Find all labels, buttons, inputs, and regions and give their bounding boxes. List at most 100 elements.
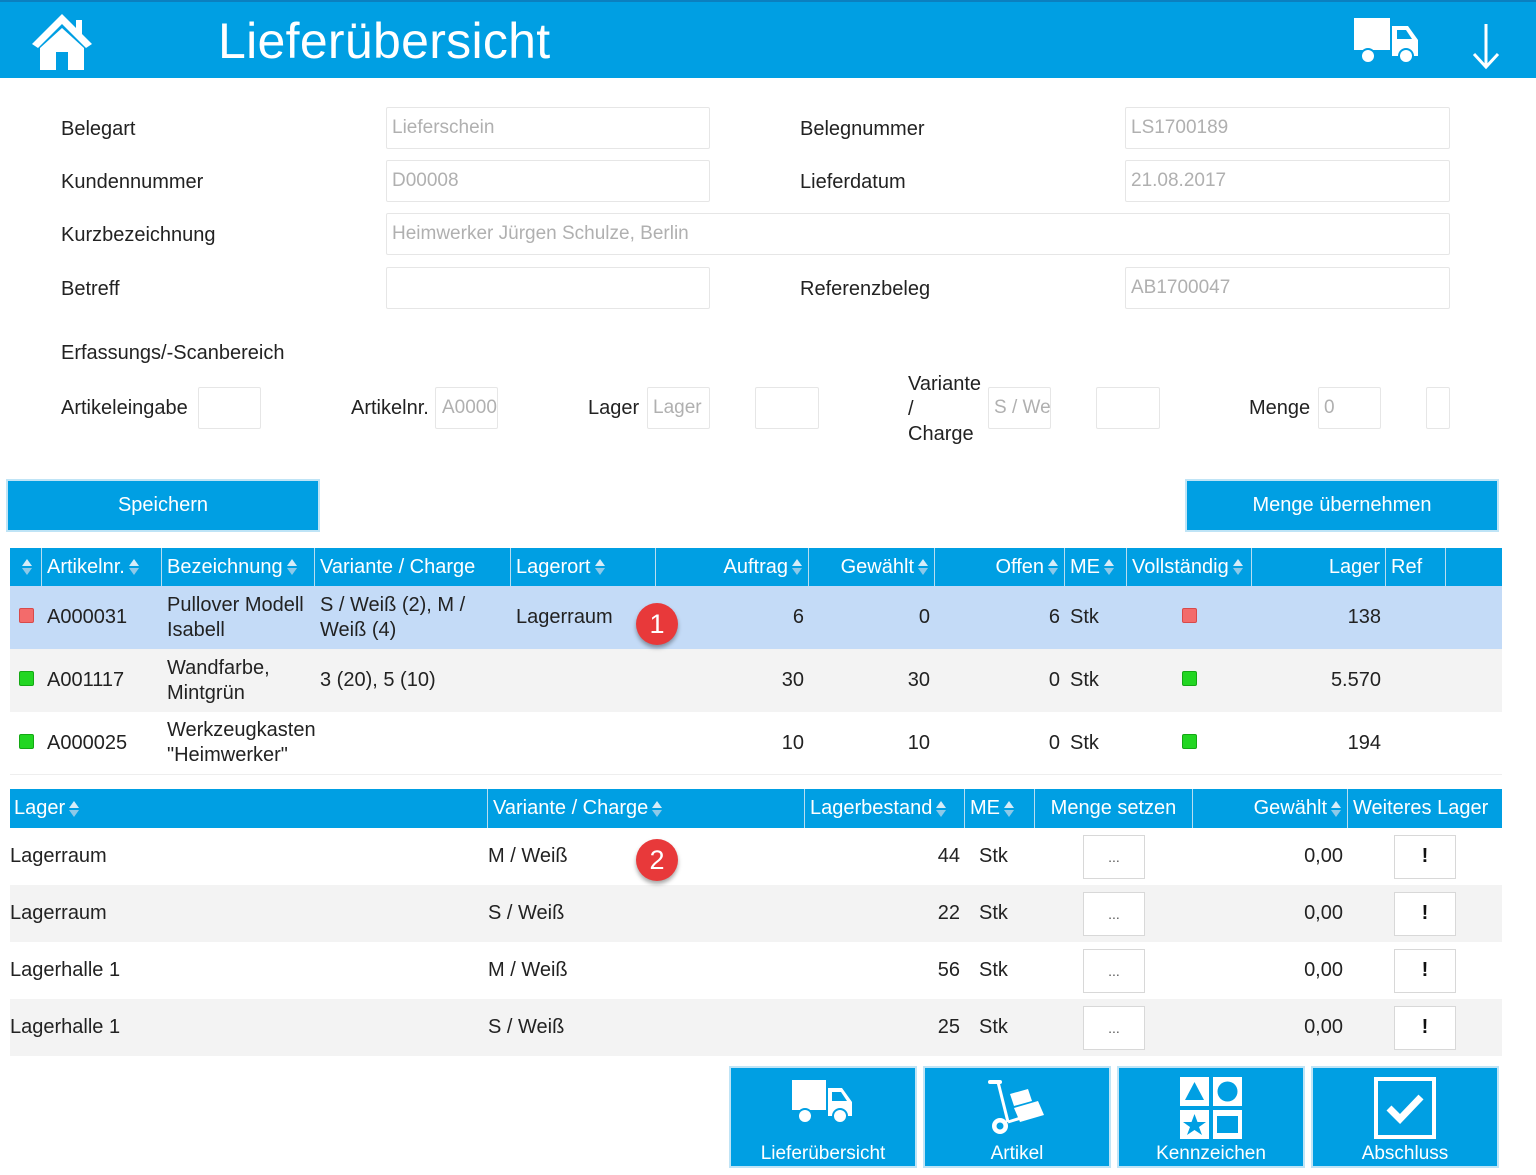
col-menge-setzen[interactable]: Menge setzen	[1035, 789, 1193, 828]
menge-extra-input[interactable]	[1426, 387, 1450, 429]
weiteres-lager-cell: !	[1348, 1005, 1502, 1050]
col-me[interactable]: ME	[965, 789, 1035, 828]
col-lagerbestand[interactable]: Lagerbestand	[805, 789, 965, 828]
truck-icon	[792, 1080, 852, 1124]
nav-lieferuebersicht[interactable]: Lieferübersicht	[729, 1066, 917, 1168]
take-quantity-button[interactable]: Menge übernehmen	[1185, 479, 1499, 532]
col-vollstaendig[interactable]: Vollständig	[1127, 548, 1252, 586]
lieferdatum-value: 21.08.2017	[1131, 170, 1227, 191]
kundennummer-field[interactable]: D00008	[386, 160, 710, 202]
auftrag-cell: 30	[781, 669, 804, 691]
set-quantity-button[interactable]: ...	[1083, 948, 1145, 993]
variante-cell: M / Weiß	[488, 845, 568, 867]
col-variante[interactable]: Variante / Charge	[315, 548, 511, 586]
set-quantity-button[interactable]: ...	[1083, 891, 1145, 936]
me-cell: Stk	[979, 1016, 1008, 1038]
bezeichnung-line2: "Heimwerker"	[167, 744, 288, 766]
other-warehouse-button[interactable]: !	[1394, 834, 1456, 879]
bestand-cell: 22	[937, 902, 960, 924]
nav-label: Lieferübersicht	[760, 1143, 886, 1164]
menge-input[interactable]: 0	[1318, 387, 1381, 429]
kurzbezeichnung-field[interactable]: Heimwerker Jürgen Schulze, Berlin	[386, 213, 1450, 255]
col-lager[interactable]: Lager	[10, 789, 488, 828]
belegnummer-label: Belegnummer	[800, 118, 925, 140]
status-red-icon	[18, 608, 34, 623]
vollstaendig-cell	[1127, 731, 1252, 756]
col-weiteres-lager[interactable]: Weiteres Lager	[1348, 789, 1502, 828]
artikeleingabe-input[interactable]	[198, 387, 261, 429]
col-artikelnr[interactable]: Artikelnr.	[42, 548, 162, 586]
scroll-down-button[interactable]	[1466, 20, 1506, 72]
bezeichnung-line1: Wandfarbe,	[167, 656, 270, 679]
table-row[interactable]: Lagerraum S / Weiß 22 Stk ... 0,00 !	[10, 885, 1502, 942]
other-warehouse-button[interactable]: !	[1394, 1005, 1456, 1050]
col-gewaehlt[interactable]: Gewählt	[1193, 789, 1348, 828]
set-quantity-button[interactable]: ...	[1083, 834, 1145, 879]
annotation-badge-2: 2	[636, 839, 678, 881]
nav-label: Artikel	[990, 1143, 1044, 1164]
lager-label: Lager	[588, 397, 640, 419]
col-auftrag[interactable]: Auftrag	[656, 548, 809, 586]
belegnummer-field[interactable]: LS1700189	[1125, 107, 1450, 149]
status-cell	[10, 731, 42, 756]
col-lagerort[interactable]: Lagerort	[511, 548, 656, 586]
lager-input[interactable]: Lager	[647, 387, 710, 429]
col-ref[interactable]: Ref	[1386, 548, 1446, 586]
stock-table: Lager Variante / Charge Lagerbestand ME …	[10, 789, 1502, 1056]
table-row[interactable]: Lagerraum M / Weiß 44 Stk ... 0,00 !	[10, 828, 1502, 885]
col-me[interactable]: ME	[1065, 548, 1127, 586]
artikelnr-input[interactable]: A0000	[435, 387, 498, 429]
table-row[interactable]: Lagerhalle 1 M / Weiß 56 Stk ... 0,00 !	[10, 942, 1502, 999]
bezeichnung-cell: Werkzeugkasten "Heimwerker"	[162, 718, 316, 768]
me-cell: Stk	[1070, 731, 1099, 754]
col-offen[interactable]: Offen	[935, 548, 1065, 586]
col-lager[interactable]: Lager	[1252, 548, 1386, 586]
set-quantity-button[interactable]: ...	[1083, 1005, 1145, 1050]
variante-line1: 3 (20), 5 (10)	[320, 669, 436, 691]
table-row[interactable]: Lagerhalle 1 S / Weiß 25 Stk ... 0,00 !	[10, 999, 1502, 1056]
lager-extra-input[interactable]	[755, 387, 819, 429]
scan-section-title: Erfassungs/-Scanbereich	[61, 342, 285, 364]
save-button[interactable]: Speichern	[6, 479, 320, 532]
sort-icon	[917, 558, 929, 576]
variante-value: S / We	[994, 397, 1051, 418]
artikelnr-value: A0000	[442, 397, 497, 418]
status-green-icon	[18, 671, 34, 686]
table-row[interactable]: A001117 Wandfarbe, Mintgrün 3 (20), 5 (10…	[10, 649, 1502, 712]
artikelnr-cell: A000025	[47, 731, 128, 754]
table-row[interactable]: A000025 Werkzeugkasten "Heimwerker" 10 10…	[10, 712, 1502, 775]
offen-cell: 0	[1048, 731, 1060, 754]
referenzbeleg-field[interactable]: AB1700047	[1125, 267, 1450, 309]
sort-icon	[935, 800, 947, 818]
lieferdatum-field[interactable]: 21.08.2017	[1125, 160, 1450, 202]
bezeichnung-line2: Isabell	[167, 618, 225, 641]
sort-icon	[1047, 558, 1059, 576]
col-status[interactable]	[10, 548, 42, 586]
positions-table: Artikelnr. Bezeichnung Variante / Charge…	[10, 548, 1502, 775]
delivery-button[interactable]	[1352, 16, 1422, 66]
betreff-field[interactable]	[386, 267, 710, 309]
nav-artikel[interactable]: Artikel	[923, 1066, 1111, 1168]
col-variante[interactable]: Variante / Charge	[488, 789, 805, 828]
sort-icon	[286, 558, 298, 576]
nav-kennzeichen[interactable]: Kennzeichen	[1117, 1066, 1305, 1168]
artikelnr-cell: A001117	[47, 669, 125, 691]
belegart-field[interactable]: Lieferschein	[386, 107, 710, 149]
home-button[interactable]	[28, 10, 96, 72]
table-row[interactable]: A000031 Pullover Modell Isabell S / Weiß …	[10, 586, 1502, 649]
weiteres-lager-cell: !	[1348, 834, 1502, 879]
variante-extra-input[interactable]	[1096, 387, 1160, 429]
other-warehouse-button[interactable]: !	[1394, 891, 1456, 936]
col-label: Artikelnr.	[47, 556, 125, 578]
me-cell: Stk	[979, 959, 1008, 981]
bezeichnung-line1: Pullover Modell	[167, 593, 304, 616]
col-gewaehlt[interactable]: Gewählt	[809, 548, 935, 586]
other-warehouse-button[interactable]: !	[1394, 948, 1456, 993]
nav-abschluss[interactable]: Abschluss	[1311, 1066, 1499, 1168]
col-bezeichnung[interactable]: Bezeichnung	[162, 548, 315, 586]
col-label: ME	[1070, 556, 1100, 578]
positions-table-header: Artikelnr. Bezeichnung Variante / Charge…	[10, 548, 1502, 586]
variante-input[interactable]: S / We	[988, 387, 1051, 429]
lager-cell: Lagerhalle 1	[10, 1016, 121, 1038]
variante-label-line1: Variante	[908, 373, 982, 395]
